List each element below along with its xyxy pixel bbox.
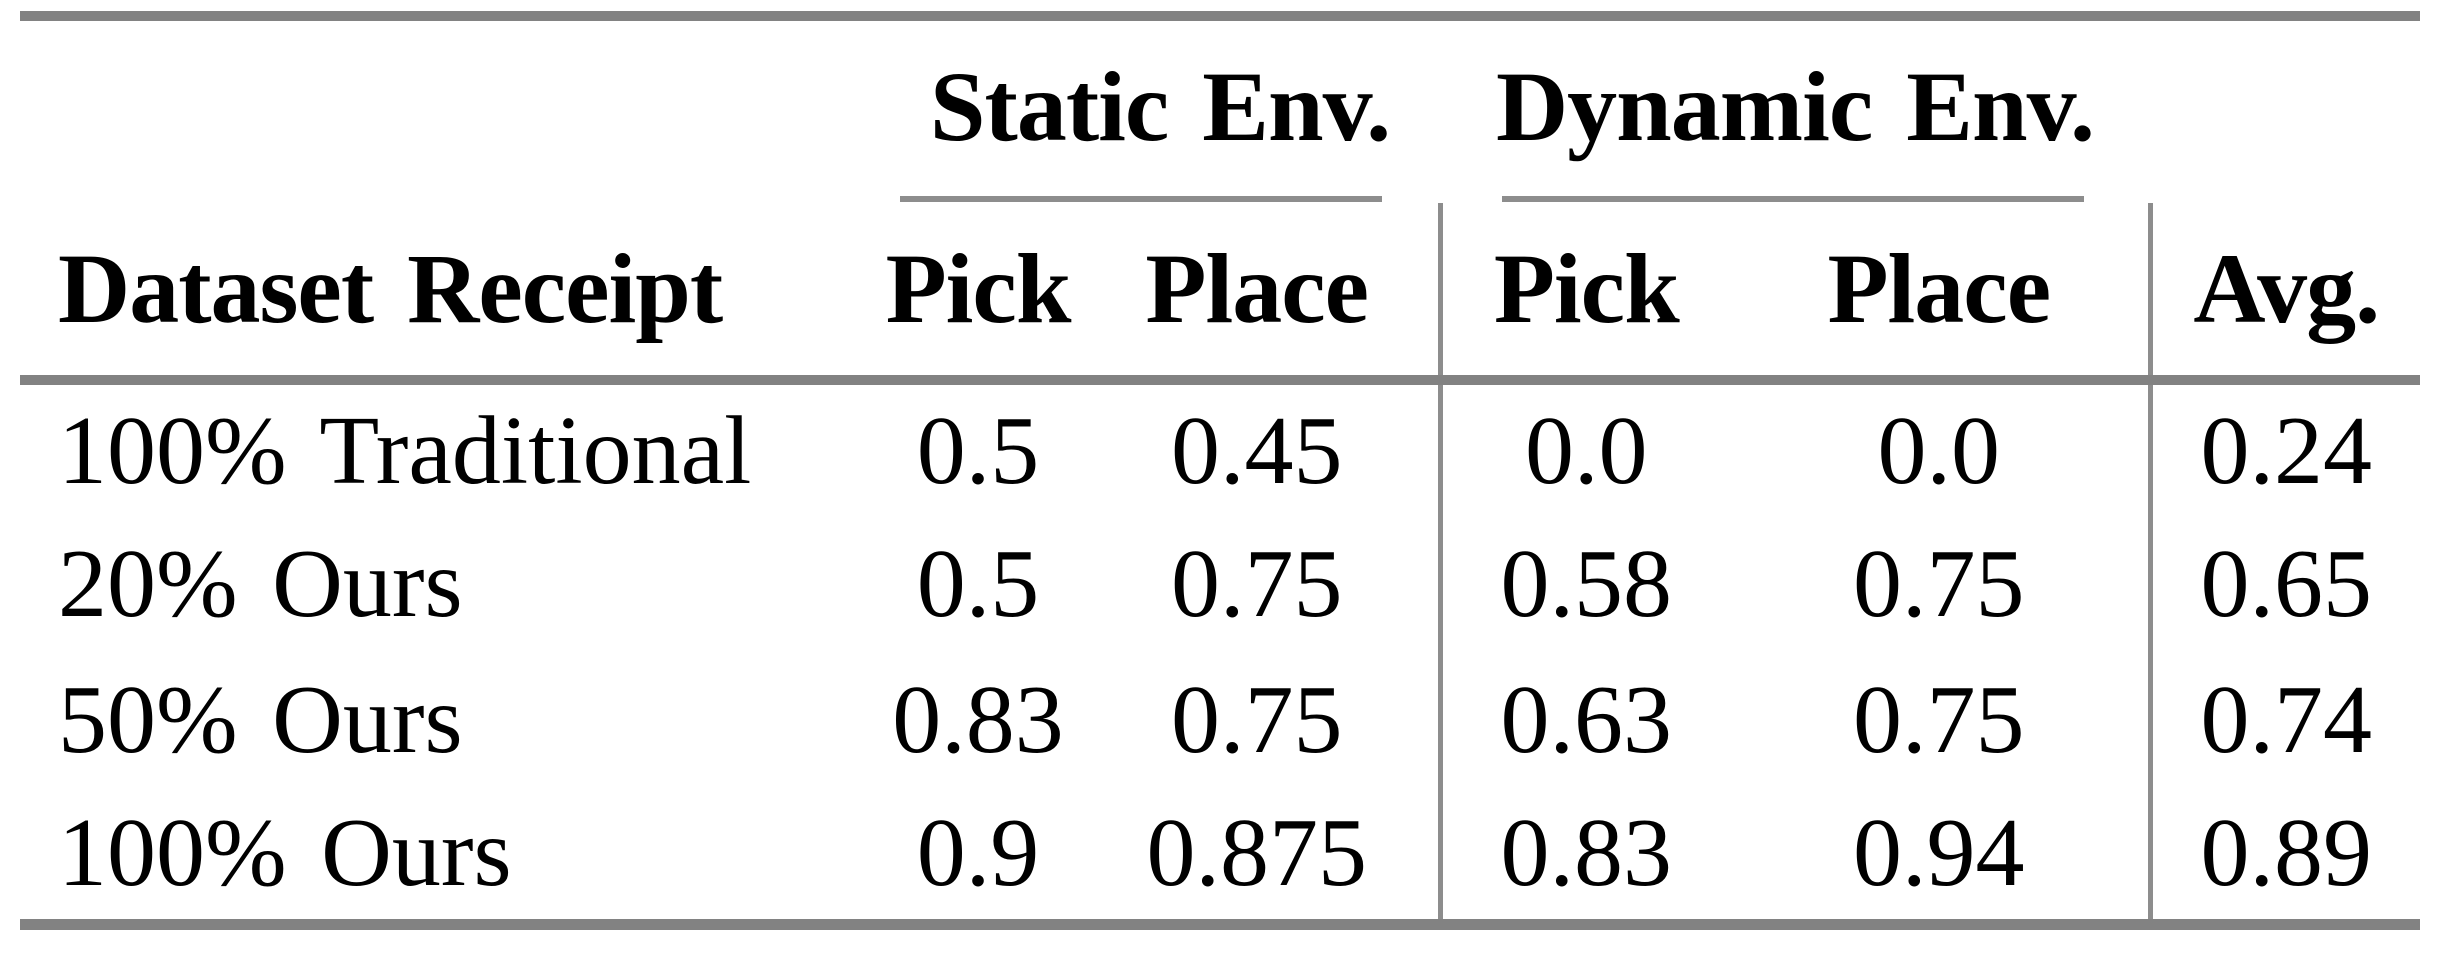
- cell-dynamic-place: 0.75: [1853, 666, 2025, 774]
- column-group-row: Static Env. Dynamic Env.: [20, 16, 2420, 195]
- cell-dynamic-pick: 0.83: [1437, 788, 1730, 924]
- cell-dynamic-pick: 0.63: [1437, 652, 1730, 788]
- cell-dynamic-place: 0.94: [1853, 799, 2025, 908]
- column-header-static-place: Place: [1076, 203, 1440, 385]
- cell-avg: 0.65: [2147, 516, 2421, 652]
- spacer-cell: [20, 195, 880, 203]
- cmidrule-static-cell: [880, 195, 1440, 203]
- cell-avg: 0.24: [2147, 380, 2421, 516]
- spacer-cell: [20, 16, 880, 195]
- table-row-50-ours: 50% Ours 0.83 0.75 0.63 0.75 0.74: [20, 652, 2421, 788]
- cmidrule-dynamic-cell: [1440, 195, 2150, 203]
- cell-dynamic-place: 0.75: [1853, 530, 2025, 638]
- cell-dynamic-pick: 0.0: [1437, 380, 1730, 516]
- column-group-dynamic: Dynamic Env.: [1440, 16, 2150, 195]
- cell-static-place: 0.45: [1171, 396, 1343, 505]
- column-header-avg: Avg.: [2147, 203, 2421, 385]
- cell-dynamic-place: 0.0: [1877, 396, 2001, 505]
- column-header-static-pick: Pick: [880, 203, 1076, 385]
- cell-static-pick: 0.5: [916, 530, 1040, 638]
- spacer-cell: [2150, 16, 2420, 195]
- table-row-20-ours: 20% Ours 0.5 0.75 0.58 0.75 0.65: [20, 516, 2421, 652]
- cell-static-place: 0.75: [1171, 530, 1343, 638]
- cell-dynamic-pick: 0.58: [1437, 516, 1730, 652]
- row-label: 50% Ours: [58, 666, 463, 774]
- table-row-100-traditional: 100% Traditional 0.5 0.45 0.0 0.0 0.24: [20, 380, 2421, 516]
- column-group-static: Static Env.: [880, 16, 1440, 195]
- column-header-row: Dataset Receipt Pick Place Pick Place Av…: [20, 203, 2421, 385]
- table-row-100-ours: 100% Ours 0.9 0.875 0.83 0.94 0.89: [20, 788, 2421, 924]
- column-header-dynamic-place: Place: [1730, 203, 2151, 385]
- row-label: 100% Ours: [58, 799, 512, 908]
- cell-static-place: 0.875: [1146, 799, 1368, 908]
- cell-avg: 0.89: [2147, 788, 2421, 924]
- cmidrule-static: [900, 196, 1382, 202]
- cell-static-place: 0.75: [1171, 666, 1343, 774]
- spacer-cell: [2150, 195, 2420, 203]
- cell-static-pick: 0.5: [916, 396, 1040, 505]
- column-header-dynamic-pick: Pick: [1437, 203, 1730, 385]
- cmidrule-row: [20, 195, 2420, 203]
- cell-static-pick: 0.9: [916, 799, 1040, 908]
- column-group-static-label: Static Env.: [929, 51, 1391, 162]
- results-table: Static Env. Dynamic Env. Dataset Receipt: [20, 11, 2421, 930]
- cell-avg: 0.74: [2147, 652, 2421, 788]
- row-label: 100% Traditional: [58, 396, 752, 505]
- cmidrule-dynamic: [1502, 196, 2085, 202]
- column-header-dataset-receipt: Dataset Receipt: [20, 203, 880, 385]
- column-group-dynamic-label: Dynamic Env.: [1495, 51, 2095, 162]
- cell-static-pick: 0.83: [892, 666, 1064, 774]
- row-label: 20% Ours: [58, 530, 463, 638]
